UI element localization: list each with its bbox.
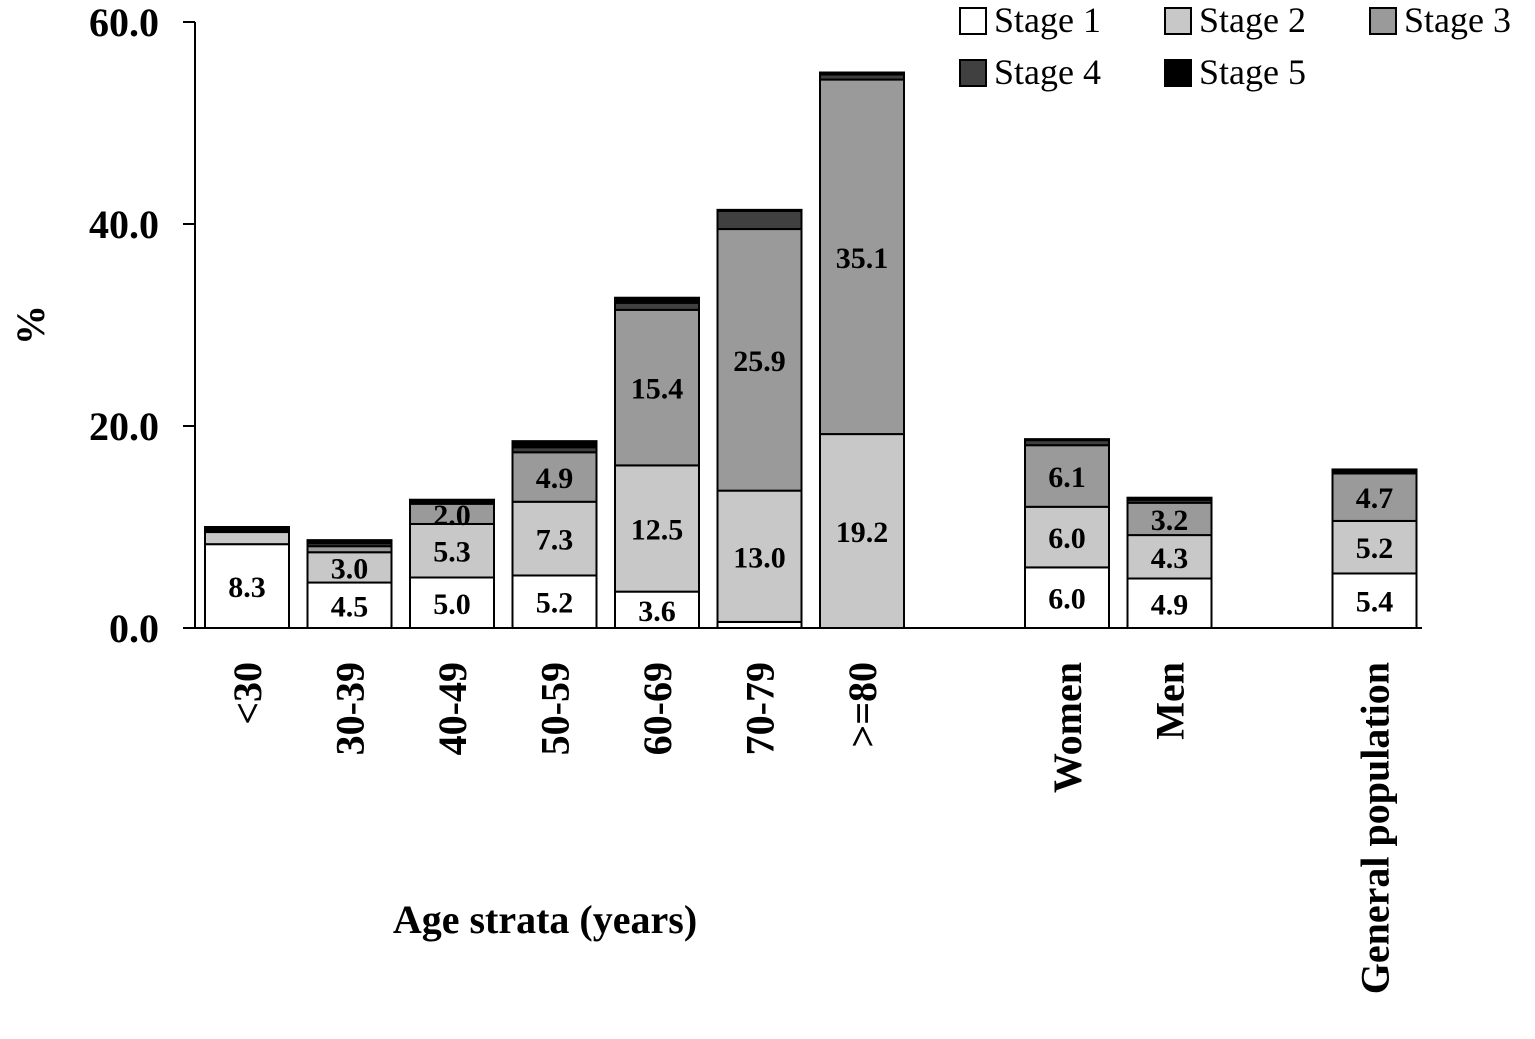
bar-segment: [614, 301, 700, 311]
legend-swatch: [1164, 7, 1192, 35]
data-label: 19.2: [836, 516, 889, 549]
bar-segment: [1126, 501, 1213, 537]
data-label: 2.0: [433, 499, 471, 532]
x-category-label: <30: [225, 662, 270, 725]
bar-segment: [306, 539, 393, 545]
y-tick-label: 0.0: [109, 606, 159, 651]
legend-label: Stage 5: [1199, 52, 1306, 92]
x-axis-title: Age strata (years): [393, 897, 697, 942]
bar-segment: [614, 296, 700, 304]
bar-segment: [1331, 472, 1418, 522]
data-label: 15.4: [631, 373, 684, 406]
data-label: 4.3: [1151, 542, 1189, 575]
bar-segment: [511, 451, 598, 503]
data-label: 35.1: [836, 242, 889, 275]
data-label: 4.9: [1151, 588, 1189, 621]
data-label: 5.3: [433, 536, 471, 569]
bar-segment: [409, 498, 495, 503]
bar-segment: [614, 308, 700, 467]
y-tick-label: 40.0: [89, 202, 159, 247]
bar-segment: [1126, 534, 1213, 580]
bar-segment: [204, 531, 290, 546]
data-label: 25.9: [733, 345, 786, 378]
bar-segment: [1024, 438, 1110, 442]
x-category-label: >=80: [840, 662, 885, 748]
bar-segment: [306, 551, 393, 584]
bar-segment: [819, 78, 905, 436]
data-label: 3.0: [331, 552, 369, 585]
x-category-label: Men: [1148, 662, 1193, 740]
data-label: 6.0: [1048, 583, 1086, 616]
legend: Stage 1 Stage 2 Stage 3 Stage 4 Stage 5: [959, 0, 1511, 92]
bar-segment: [819, 433, 905, 629]
bars: 8.3 4.5 3.0 5.0 5.3 2.0 5.2 7.3 4.9 3.6 12.5 15.4 13…: [204, 71, 1418, 630]
bar-segment: [204, 526, 290, 532]
x-category-label: 40-49: [430, 662, 475, 755]
data-label: 4.7: [1356, 482, 1394, 515]
bar-segment: [716, 208, 803, 212]
legend-label: Stage 4: [994, 52, 1101, 92]
legend-label: Stage 2: [1199, 0, 1306, 40]
x-category-label: 30-39: [328, 662, 373, 755]
data-label: 5.4: [1356, 586, 1394, 619]
data-label: 7.3: [536, 524, 574, 557]
legend-label: Stage 1: [994, 0, 1101, 40]
legend-swatch: [1164, 59, 1192, 87]
legend-swatch: [1369, 7, 1397, 35]
axes: 0.0 20.0 40.0 60.0: [89, 0, 1422, 651]
legend-label: Stage 3: [1404, 0, 1511, 40]
bar-segment: [1024, 566, 1110, 630]
data-label: 4.9: [536, 462, 574, 495]
data-label: 5.2: [536, 587, 574, 620]
data-label: 12.5: [631, 514, 684, 547]
data-label: 3.6: [638, 595, 676, 628]
bar-segment: [716, 489, 803, 623]
legend-swatch: [959, 7, 987, 35]
bar-segment: [511, 440, 598, 449]
bar-segment: [1331, 468, 1418, 473]
y-axis-title: %: [8, 305, 53, 345]
data-label: 6.0: [1048, 522, 1086, 555]
bar-segment: [819, 71, 905, 76]
bar-segment: [1024, 505, 1110, 569]
bar-segment: [1126, 496, 1213, 501]
data-label: 8.3: [228, 571, 266, 604]
data-label: 13.0: [733, 541, 786, 574]
data-label: 3.2: [1151, 504, 1189, 537]
y-tick-label: 20.0: [89, 404, 159, 449]
x-category-label: 50-59: [533, 662, 578, 755]
bar-segment: [511, 574, 598, 629]
x-category-label: 70-79: [738, 662, 783, 755]
data-label: 5.0: [433, 588, 471, 621]
bar-segment: [1331, 572, 1418, 630]
bar-segment: [716, 228, 803, 492]
bar-segment: [511, 500, 598, 577]
bar-segment: [716, 209, 803, 231]
x-category-label: Women: [1045, 662, 1090, 793]
y-tick-label: 60.0: [89, 0, 159, 45]
x-category-label: 60-69: [635, 662, 680, 755]
data-label: 5.2: [1356, 532, 1394, 565]
bar-segment: [409, 576, 495, 629]
bar-segment: [614, 464, 700, 593]
category-labels: <30 30-39 40-49 50-59 60-69 70-79 >=80 Women Men…: [225, 662, 1398, 994]
data-label: 6.1: [1048, 461, 1086, 494]
x-category-label: General population: [1353, 662, 1398, 994]
legend-swatch: [959, 59, 987, 87]
data-label: 4.5: [331, 590, 369, 623]
